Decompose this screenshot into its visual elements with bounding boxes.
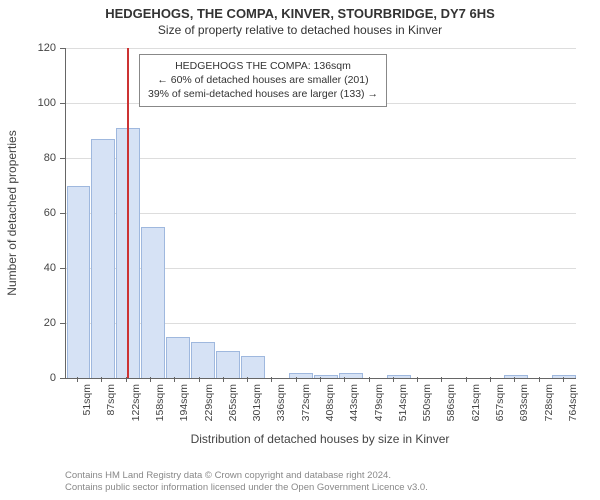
bar [191,342,215,378]
annotation-line: 39% of semi-detached houses are larger (… [148,87,378,101]
chart-title: HEDGEHOGS, THE COMPA, KINVER, STOURBRIDG… [0,0,600,21]
x-tick-mark [296,377,297,382]
x-axis-ticks: 51sqm 87sqm 122sqm 158sqm 194sqm 229sqm 265sqm… [65,378,575,438]
x-tick-mark [126,377,127,382]
x-tick-label: 158sqm [154,384,166,421]
x-tick-mark [77,377,78,382]
y-tick-label: 120 [38,42,56,54]
x-tick-mark [369,377,370,382]
x-tick-label: 194sqm [178,384,190,421]
x-tick-mark [101,377,102,382]
bar [91,139,115,378]
y-tick-label: 40 [44,262,56,274]
bar [141,227,165,378]
x-tick-label: 336sqm [275,384,287,421]
y-tick-label: 20 [44,317,56,329]
x-tick-label: 764sqm [567,384,579,421]
chart-subtitle: Size of property relative to detached ho… [0,21,600,37]
y-tick-label: 60 [44,207,56,219]
plot-area: HEDGEHOGS THE COMPA: 136sqm← 60% of deta… [65,48,576,379]
footnote-line: Contains HM Land Registry data © Crown c… [65,470,575,482]
x-tick-label: 693sqm [518,384,530,421]
x-tick-mark [441,377,442,382]
x-tick-label: 372sqm [300,384,312,421]
x-tick-label: 514sqm [397,384,409,421]
bar [216,351,240,379]
y-tick-label: 0 [50,372,56,384]
x-tick-mark [466,377,467,382]
x-tick-label: 586sqm [445,384,457,421]
x-tick-mark [490,377,491,382]
x-axis-label: Distribution of detached houses by size … [65,432,575,446]
subject-marker-line [127,48,129,378]
y-axis-ticks: 020406080100120 [0,48,60,378]
x-tick-mark [223,377,224,382]
bar [67,186,91,379]
x-tick-label: 550sqm [421,384,433,421]
x-tick-label: 301sqm [251,384,263,421]
x-tick-mark [199,377,200,382]
x-tick-mark [393,377,394,382]
chart-container: HEDGEHOGS, THE COMPA, KINVER, STOURBRIDG… [0,0,600,500]
x-tick-label: 408sqm [324,384,336,421]
x-tick-mark [344,377,345,382]
x-tick-label: 728sqm [543,384,555,421]
annotation-box: HEDGEHOGS THE COMPA: 136sqm← 60% of deta… [139,54,387,107]
x-tick-mark [247,377,248,382]
x-tick-label: 443sqm [348,384,360,421]
x-tick-mark [417,377,418,382]
x-tick-mark [271,377,272,382]
bar [241,356,265,378]
y-tick-label: 80 [44,152,56,164]
y-tick-label: 100 [38,97,56,109]
x-tick-label: 479sqm [373,384,385,421]
annotation-line: HEDGEHOGS THE COMPA: 136sqm [148,59,378,73]
x-tick-label: 229sqm [203,384,215,421]
x-tick-label: 621sqm [470,384,482,421]
x-tick-label: 122sqm [130,384,142,421]
x-tick-mark [514,377,515,382]
x-tick-label: 265sqm [227,384,239,421]
x-tick-mark [539,377,540,382]
x-tick-label: 51sqm [81,384,93,416]
x-tick-mark [320,377,321,382]
annotation-line: ← 60% of detached houses are smaller (20… [148,73,378,87]
x-tick-mark [174,377,175,382]
x-tick-mark [563,377,564,382]
footnote: Contains HM Land Registry data © Crown c… [65,470,575,494]
footnote-line: Contains public sector information licen… [65,482,575,494]
x-tick-mark [150,377,151,382]
bar [166,337,190,378]
x-tick-label: 87sqm [105,384,117,416]
x-tick-label: 657sqm [494,384,506,421]
